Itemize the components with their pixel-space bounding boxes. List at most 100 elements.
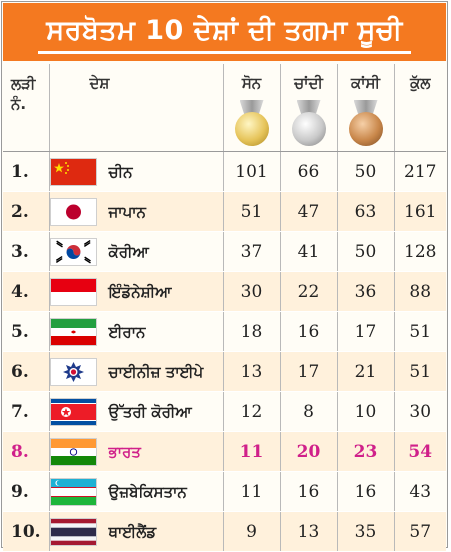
country-name: ਕੋਰੀਆ [108,242,149,261]
total-cell: 88 [394,271,446,312]
rank-header: ਲੜੀ ਨੰ. [3,64,50,152]
gold-header-label: ਸੋਨ [241,74,262,92]
country-header: ਦੇਸ਼ [49,64,224,152]
china-flag-icon [49,157,97,186]
bronze-cell: 10 [337,391,395,432]
rank-cell: 9. [3,471,50,512]
gold-cell: 11 [223,471,281,512]
bronze-cell: 50 [337,151,395,192]
country-cell: ਥਾਈਲੈਂਡ [49,511,224,552]
gold-cell: 51 [223,191,281,232]
gold-cell: 12 [223,391,281,432]
table-row: 1. ਚੀਨ 101 66 50 217 [3,151,446,192]
korea-flag-icon [49,237,97,266]
bronze-cell: 21 [337,351,395,392]
total-cell: 54 [394,431,446,472]
india-flag-icon [49,437,97,466]
silver-cell: 22 [280,271,338,312]
table-row: 4. ਇੰਡੋਨੇਸ਼ੀਆ 30 22 36 88 [3,271,446,312]
bronze-header: ਕਾਂਸੀ [337,64,395,152]
table-row: 2. ਜਾਪਾਨ 51 47 63 161 [3,191,446,232]
silver-header-label: ਚਾਂਦੀ [294,74,323,92]
country-cell: ਉਜ਼ਬੇਕਿਸਤਾਨ [49,471,224,512]
gold-cell: 37 [223,231,281,272]
country-name: ਇੰਡੋਨੇਸ਼ੀਆ [108,282,172,301]
bronze-cell: 36 [337,271,395,312]
silver-cell: 8 [280,391,338,432]
rank-cell: 8. [3,431,50,472]
rank-cell: 2. [3,191,50,232]
title-banner: ਸਰਬੋਤਮ 10 ਦੇਸ਼ਾਂ ਦੀ ਤਗਮਾ ਸੂਚੀ [3,3,446,61]
total-cell: 128 [394,231,446,272]
total-cell: 51 [394,311,446,352]
table-row: 3. ਕੋਰੀਆ 37 41 50 128 [3,231,446,272]
silver-cell: 66 [280,151,338,192]
header-row: ਲੜੀ ਨੰ. ਦੇਸ਼ ਸੋਨ ਚਾਂਦੀ ਕਾਂਸੀ [3,64,446,152]
bronze-header-label: ਕਾਂਸੀ [351,74,380,92]
silver-cell: 41 [280,231,338,272]
rank-header-line1: ਲੜੀ [11,75,36,93]
gold-cell: 30 [223,271,281,312]
total-cell: 30 [394,391,446,432]
japan-flag-icon [49,197,97,226]
gold-cell: 11 [223,431,281,472]
gold-cell: 9 [223,511,281,552]
silver-cell: 16 [280,471,338,512]
total-cell: 51 [394,351,446,392]
bronze-cell: 50 [337,231,395,272]
gold-cell: 101 [223,151,281,192]
silver-cell: 20 [280,431,338,472]
rank-header-line2: ਨੰ. [11,95,27,113]
indonesia-flag-icon [49,277,97,306]
table-row: 10. ਥਾਈਲੈਂਡ 9 13 35 57 [3,511,446,552]
uzbekistan-flag-icon [49,477,97,506]
total-header-label: ਕੁੱਲ [410,74,431,92]
country-cell: ਕੋਰੀਆ [49,231,224,272]
total-header: ਕੁੱਲ [394,64,446,152]
rank-cell: 1. [3,151,50,192]
country-cell: ਉੱਤਰੀ ਕੋਰੀਆ [49,391,224,432]
rank-cell: 7. [3,391,50,432]
total-cell: 43 [394,471,446,512]
total-cell: 57 [394,511,446,552]
medal-table: ਲੜੀ ਨੰ. ਦੇਸ਼ ਸੋਨ ਚਾਂਦੀ ਕਾਂਸੀ [3,64,446,552]
country-name: ਜਾਪਾਨ [108,202,146,221]
rank-cell: 10. [3,511,50,552]
gold-cell: 18 [223,311,281,352]
silver-cell: 13 [280,511,338,552]
country-name: ਚੀਨ [108,162,133,181]
country-cell: ਚਾਈਨੀਜ਼ ਤਾਈਪੇ [49,351,224,392]
rank-cell: 6. [3,351,50,392]
silver-header: ਚਾਂਦੀ [280,64,338,152]
country-name: ਚਾਈਨੀਜ਼ ਤਾਈਪੇ [108,362,204,381]
silver-medal-icon [287,100,331,148]
country-cell: ਇੰਡੋਨੇਸ਼ੀਆ [49,271,224,312]
country-header-label: ਦੇਸ਼ [89,74,110,92]
bronze-cell: 17 [337,311,395,352]
bronze-cell: 16 [337,471,395,512]
rank-cell: 3. [3,231,50,272]
table-row: 6. ਚਾਈਨੀਜ਼ ਤਾਈਪੇ 13 17 21 51 [3,351,446,392]
silver-cell: 16 [280,311,338,352]
country-cell: ਜਾਪਾਨ [49,191,224,232]
country-name: ਉੱਤਰੀ ਕੋਰੀਆ [108,402,192,421]
silver-cell: 47 [280,191,338,232]
country-name: ਥਾਈਲੈਂਡ [108,522,157,541]
gold-header: ਸੋਨ [223,64,281,152]
bronze-cell: 23 [337,431,395,472]
country-name: ਭਾਰਤ [108,442,141,461]
gold-cell: 13 [223,351,281,392]
total-cell: 217 [394,151,446,192]
bronze-medal-icon [344,100,388,148]
gold-medal-icon [230,100,274,148]
country-cell: ਚੀਨ [49,151,224,192]
iran-flag-icon [49,317,97,346]
country-name: ਈਰਾਨ [108,322,146,341]
bronze-cell: 35 [337,511,395,552]
country-name: ਉਜ਼ਬੇਕਿਸਤਾਨ [108,482,187,501]
country-cell: ਭਾਰਤ [49,431,224,472]
silver-cell: 17 [280,351,338,392]
page-title: ਸਰਬੋਤਮ 10 ਦੇਸ਼ਾਂ ਦੀ ਤਗਮਾ ਸੂਚੀ [38,10,411,54]
bronze-cell: 63 [337,191,395,232]
table-row: 8. ਭਾਰਤ 11 20 23 54 [3,431,446,472]
